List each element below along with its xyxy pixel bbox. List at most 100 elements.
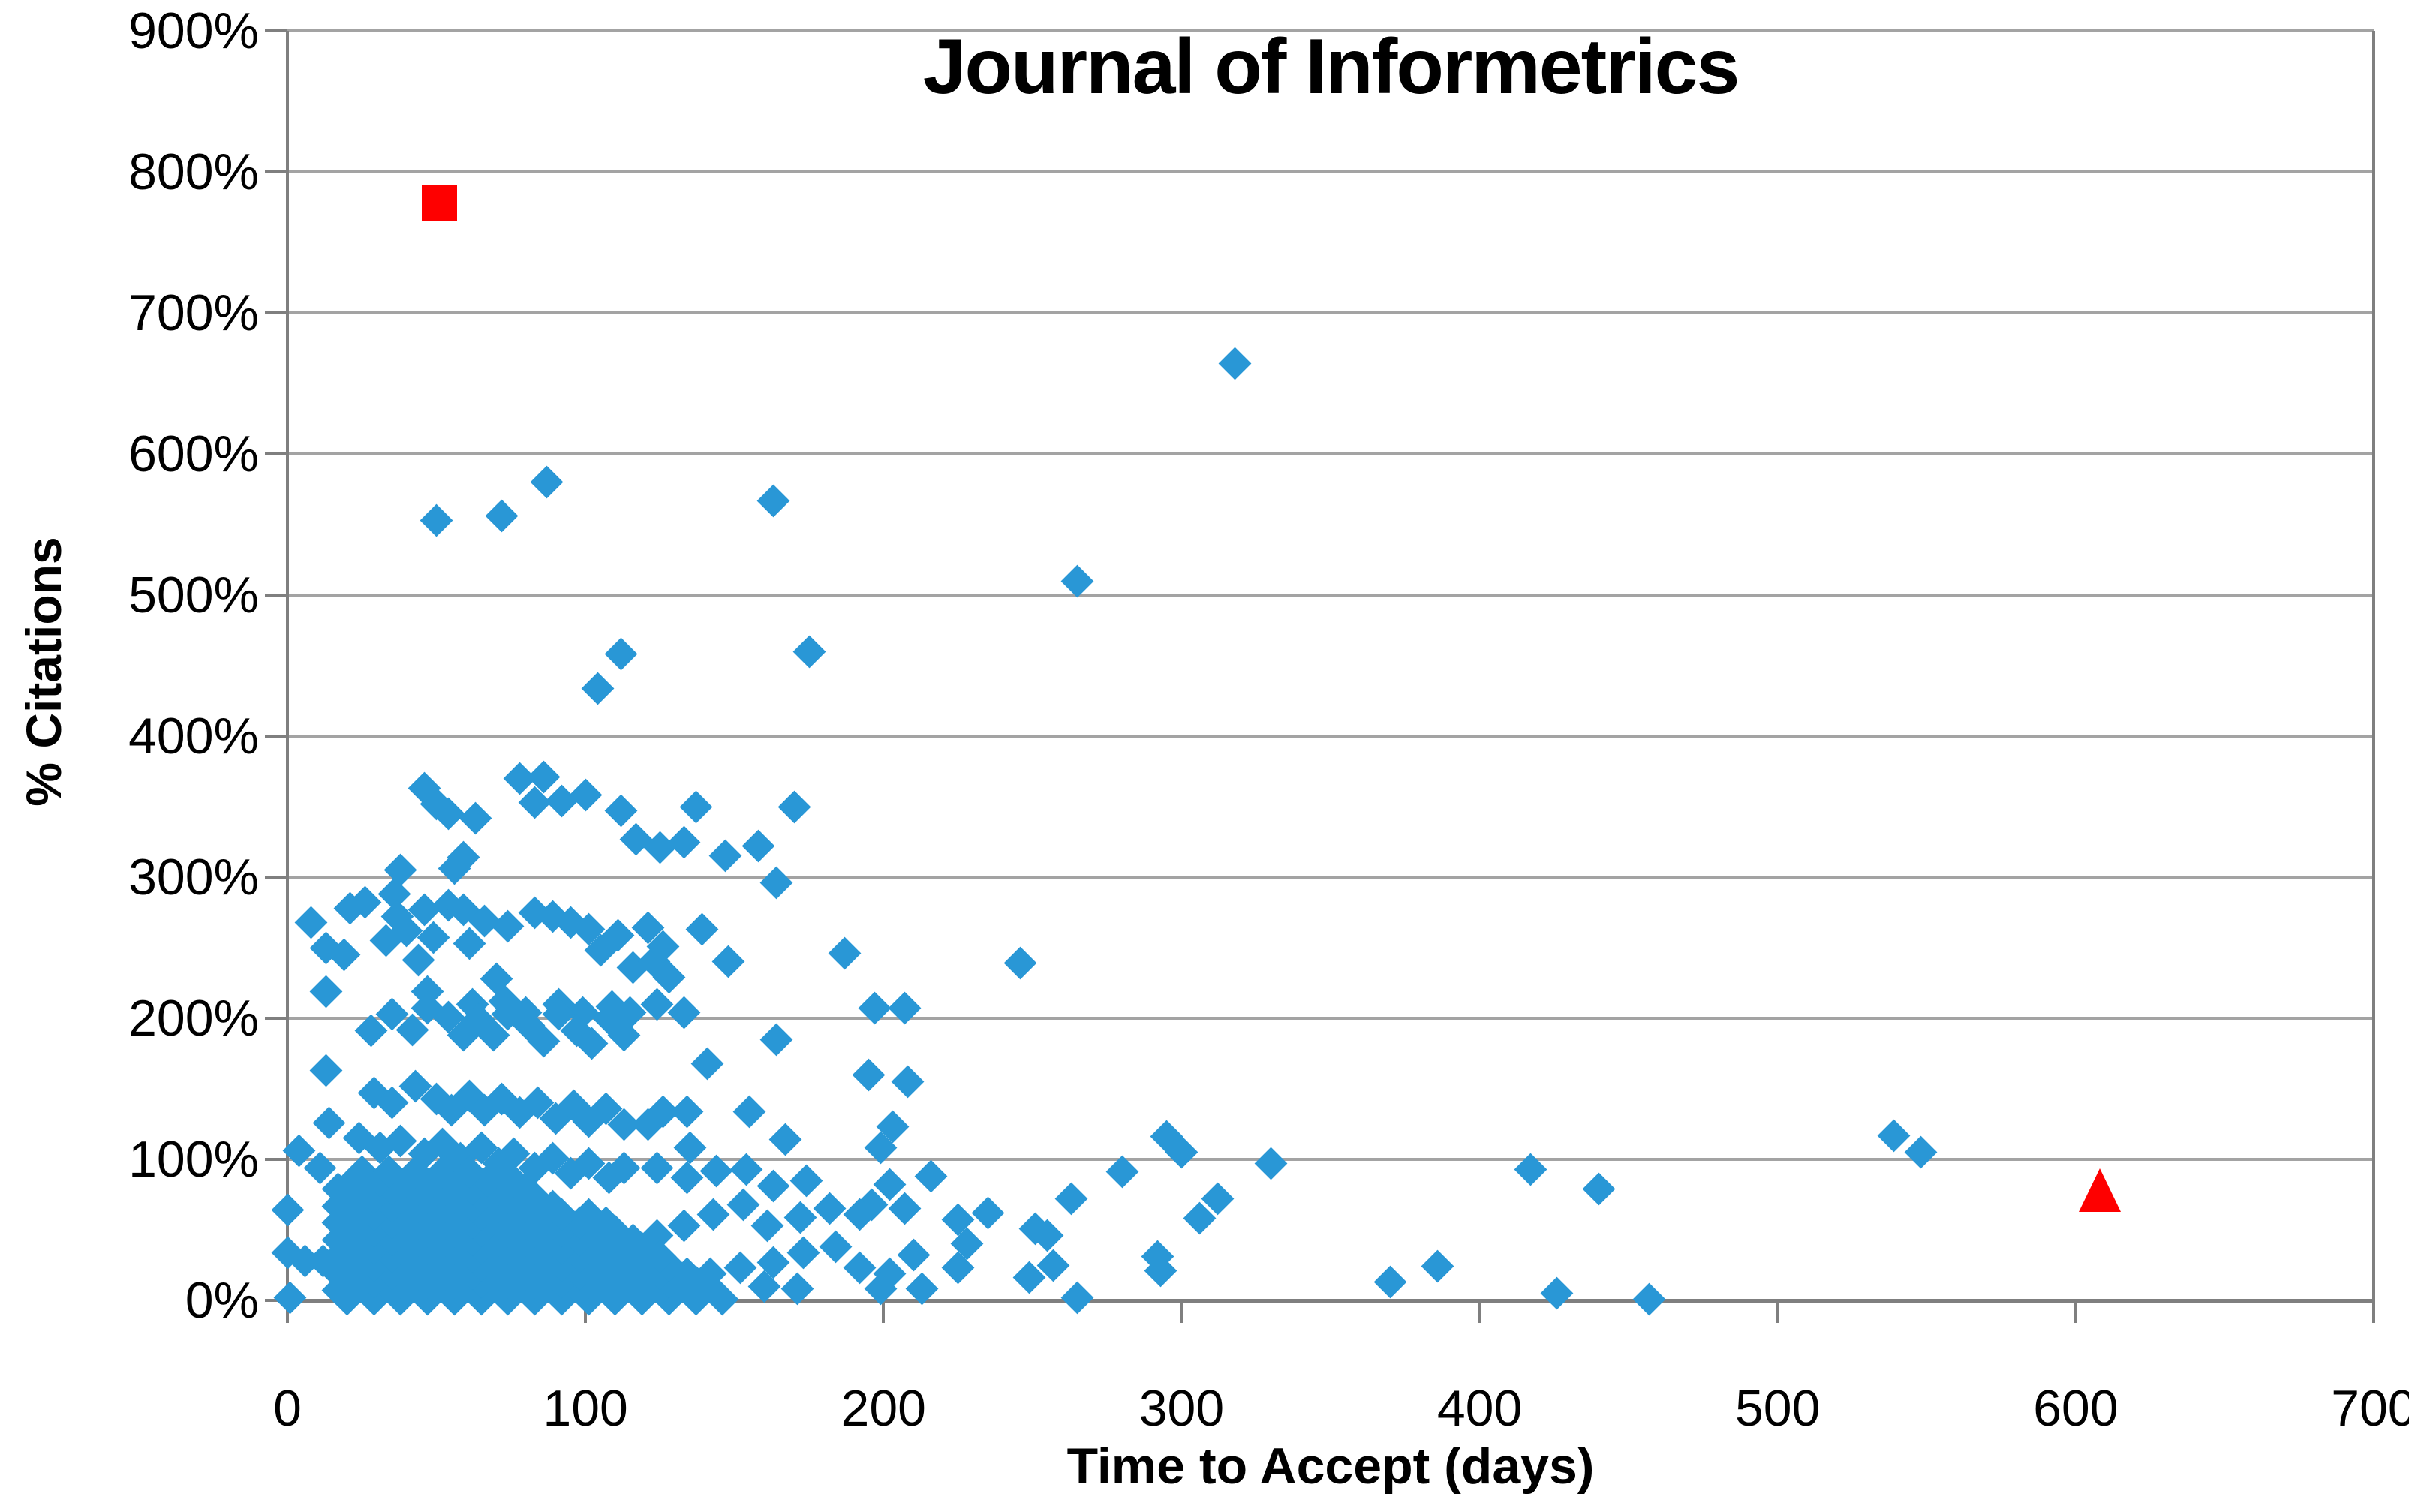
scatter-point-diamond bbox=[759, 1023, 793, 1057]
x-tick-label-300: 300 bbox=[1138, 1380, 1225, 1437]
scatter-point-diamond bbox=[741, 829, 775, 863]
scatter-point-diamond bbox=[670, 1161, 704, 1195]
x-tick-label-0: 0 bbox=[273, 1380, 302, 1437]
gridline-800 bbox=[287, 170, 2374, 173]
scatter-point-diamond bbox=[1633, 1282, 1666, 1316]
scatter-point-diamond bbox=[914, 1159, 948, 1193]
x-tick-label-400: 400 bbox=[1436, 1380, 1523, 1437]
x-axis-line bbox=[287, 1299, 2374, 1303]
x-axis-title: Time to Accept (days) bbox=[1066, 1438, 1595, 1495]
gridline-700 bbox=[287, 311, 2374, 314]
red-square-marker bbox=[422, 185, 458, 221]
scatter-point-diamond bbox=[813, 1192, 847, 1225]
scatter-point-diamond bbox=[581, 672, 614, 705]
scatter-point-diamond bbox=[828, 936, 862, 970]
scatter-point-diamond bbox=[1004, 946, 1037, 980]
red-triangle-marker bbox=[2078, 1168, 2121, 1213]
gridline-400 bbox=[287, 735, 2374, 738]
scatter-point-diamond bbox=[486, 499, 519, 533]
scatter-point-diamond bbox=[891, 1065, 924, 1099]
scatter-point-diamond bbox=[1060, 564, 1094, 598]
scatter-point-diamond bbox=[783, 1201, 817, 1234]
scatter-point-diamond bbox=[1218, 347, 1252, 380]
scatter-point-diamond bbox=[711, 945, 745, 978]
scatter-point-diamond bbox=[756, 1169, 790, 1203]
scatter-point-diamond bbox=[696, 1198, 730, 1231]
gridline-200 bbox=[287, 1017, 2374, 1020]
scatter-point-diamond bbox=[843, 1251, 877, 1285]
scatter-point-diamond bbox=[723, 1251, 757, 1285]
y-tick-label-0: 0% bbox=[185, 1272, 259, 1329]
x-tick-400 bbox=[1478, 1300, 1481, 1323]
x-tick-label-700: 700 bbox=[2331, 1380, 2409, 1437]
y-tick-label-400: 400% bbox=[128, 708, 259, 765]
y-tick-label-100: 100% bbox=[128, 1131, 259, 1188]
scatter-point-diamond bbox=[420, 503, 453, 537]
x-tick-200 bbox=[882, 1300, 886, 1323]
chart-title: Journal of Informetrics bbox=[922, 23, 1740, 110]
scatter-point-diamond bbox=[756, 484, 790, 517]
scatter-point-diamond bbox=[1254, 1147, 1288, 1180]
y-tick-label-200: 200% bbox=[128, 990, 259, 1047]
x-tick-label-600: 600 bbox=[2033, 1380, 2119, 1437]
y-tick-700 bbox=[265, 311, 287, 314]
scatter-point-diamond bbox=[271, 1193, 304, 1227]
y-axis-line bbox=[286, 31, 289, 1321]
y-tick-label-600: 600% bbox=[128, 425, 259, 482]
scatter-point-diamond bbox=[691, 1047, 724, 1081]
scatter-point-diamond bbox=[726, 1188, 760, 1222]
y-tick-label-500: 500% bbox=[128, 567, 259, 624]
scatter-point-diamond bbox=[786, 1236, 820, 1269]
scatter-point-diamond bbox=[1582, 1172, 1616, 1206]
scatter-point-diamond bbox=[604, 794, 638, 828]
scatter-point-diamond bbox=[685, 912, 718, 946]
scatter-point-diamond bbox=[1373, 1265, 1407, 1299]
y-tick-500 bbox=[265, 594, 287, 597]
scatter-point-diamond bbox=[971, 1196, 1005, 1230]
scatter-point-diamond bbox=[1540, 1276, 1574, 1310]
scatter-point-diamond bbox=[1904, 1135, 1938, 1169]
scatter-point-diamond bbox=[897, 1238, 930, 1272]
scatter-point-diamond bbox=[708, 839, 742, 873]
gridline-300 bbox=[287, 876, 2374, 879]
scatter-point-diamond bbox=[309, 975, 343, 1009]
y-axis-title: % Citations bbox=[16, 537, 71, 807]
y-tick-600 bbox=[265, 452, 287, 455]
plot-right-border bbox=[2372, 31, 2375, 1321]
gridline-600 bbox=[287, 452, 2374, 455]
scatter-point-diamond bbox=[640, 1151, 674, 1185]
scatter-point-diamond bbox=[819, 1230, 853, 1264]
x-tick-label-200: 200 bbox=[841, 1380, 927, 1437]
scatter-point-diamond bbox=[312, 1106, 346, 1140]
scatter-point-diamond bbox=[459, 801, 492, 834]
gridline-500 bbox=[287, 594, 2374, 597]
scatter-point-diamond bbox=[789, 1164, 823, 1198]
y-tick-300 bbox=[265, 876, 287, 879]
scatter-point-diamond bbox=[1421, 1249, 1454, 1283]
scatter-point-diamond bbox=[274, 1281, 307, 1315]
x-tick-label-500: 500 bbox=[1734, 1380, 1821, 1437]
scatter-point-diamond bbox=[1054, 1182, 1088, 1216]
scatter-point-diamond bbox=[888, 991, 921, 1025]
scatter-point-diamond bbox=[667, 996, 701, 1030]
scatter-point-diamond bbox=[852, 1058, 886, 1092]
y-tick-label-700: 700% bbox=[128, 284, 259, 341]
scatter-point-diamond bbox=[569, 779, 603, 812]
scatter-point-diamond bbox=[768, 1123, 802, 1156]
scatter-point-diamond bbox=[732, 1095, 766, 1128]
scatter-point-diamond bbox=[491, 909, 525, 943]
scatter-point-diamond bbox=[1877, 1119, 1911, 1152]
y-tick-200 bbox=[265, 1017, 287, 1020]
scatter-point-diamond bbox=[750, 1209, 784, 1243]
y-tick-800 bbox=[265, 170, 287, 173]
y-tick-label-800: 800% bbox=[128, 143, 259, 200]
scatter-point-diamond bbox=[309, 1054, 343, 1087]
x-tick-500 bbox=[1776, 1300, 1779, 1323]
scatter-point-diamond bbox=[759, 866, 793, 900]
gridline-900 bbox=[287, 29, 2374, 32]
y-tick-900 bbox=[265, 29, 287, 32]
y-tick-label-900: 900% bbox=[128, 2, 259, 59]
scatter-point-diamond bbox=[679, 790, 712, 823]
scatter-point-diamond bbox=[858, 991, 892, 1025]
